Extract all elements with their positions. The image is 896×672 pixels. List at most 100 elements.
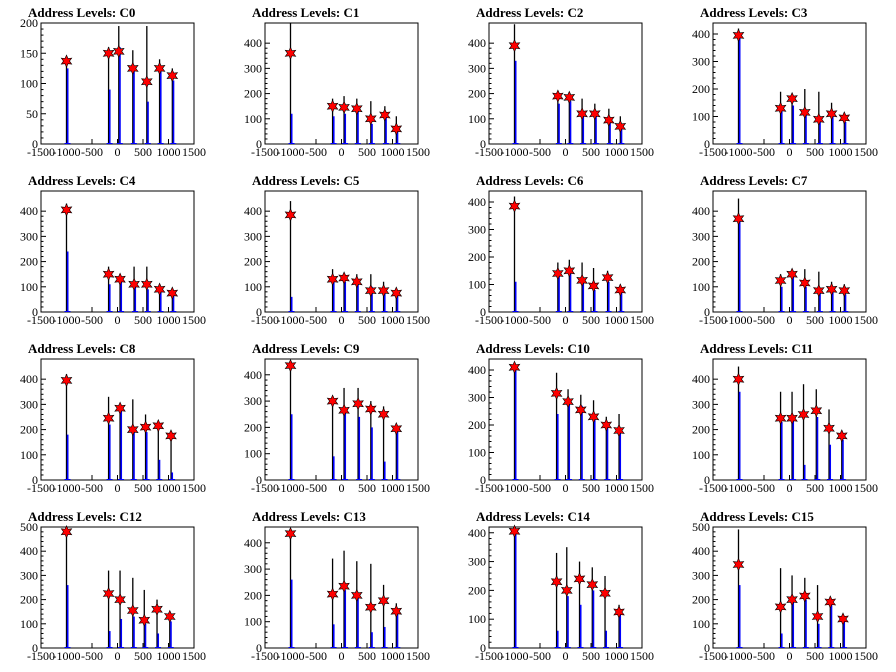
x-tick-label: 500 [358,145,376,159]
x-tick-label: 1000 [157,313,181,327]
histogram-panel-c11: Address Levels: C11 0 100 200 300 400 -1500 -10… [672,336,896,504]
x-tick-label: 1500 [182,649,206,663]
peak-marker-star [390,421,403,436]
peak-marker-star [552,89,564,103]
x-tick-label: -500 [305,145,327,159]
x-tick-label: 500 [582,481,600,495]
peak-marker-star [613,423,625,438]
y-tick-label: 100 [20,280,38,294]
panel-title: Address Levels: C6 [476,173,584,188]
histogram-panel-c5: Address Levels: C5 0 100 200 300 400 -1500 -100… [224,168,448,336]
peak-marker-star [613,605,625,619]
x-tick-label: -500 [81,649,103,663]
x-tick-label: -1500 [699,313,727,327]
x-tick-label: 0 [115,481,121,495]
y-tick-label: 0 [32,473,38,487]
panel-title: Address Levels: C14 [476,509,590,524]
y-tick-label: 400 [20,204,38,218]
x-tick-label: -500 [81,313,103,327]
y-tick-label: 200 [692,82,710,96]
y-tick-label: 100 [468,112,486,126]
x-tick-label: 1000 [829,145,853,159]
x-tick-label: 1000 [605,481,629,495]
y-tick-label: 400 [692,204,710,218]
y-tick-label: 100 [20,77,38,91]
peak-marker-star [166,68,179,83]
peak-marker-star [732,557,745,572]
x-tick-label: 0 [787,649,793,663]
panel-title: Address Levels: C1 [252,5,360,20]
x-tick-label: -1500 [251,145,279,159]
peak-marker-star [364,402,377,416]
peak-marker-star [163,609,176,624]
x-tick-label: 1000 [829,649,853,663]
y-tick-label: 0 [256,137,262,151]
panel-title: Address Levels: C5 [252,173,360,188]
y-tick-label: 400 [244,536,262,550]
x-tick-label: 0 [563,481,569,495]
x-tick-label: 0 [563,649,569,663]
histogram-panel-c14: Address Levels: C14 0 100 200 300 400 -1500 -10… [448,504,672,672]
x-tick-label: -500 [305,649,327,663]
x-tick-label: 1500 [182,145,206,159]
y-tick-label: 100 [244,615,262,629]
peak-marker-star [798,276,811,290]
panel-title: Address Levels: C4 [28,173,136,188]
y-tick-label: 200 [468,418,486,432]
x-tick-label: 1500 [406,481,430,495]
x-tick-label: -1000 [725,145,753,159]
peak-marker-star [798,105,811,120]
x-tick-label: 1000 [381,145,405,159]
y-tick-label: 0 [480,641,486,655]
y-tick-label: 0 [480,473,486,487]
x-tick-label: -500 [81,481,103,495]
peak-marker-star [798,589,811,603]
x-tick-label: 1000 [829,313,853,327]
y-tick-label: 300 [692,229,710,243]
panel-title: Address Levels: C13 [252,509,366,524]
y-tick-label: 100 [20,448,38,462]
x-tick-label: 1500 [854,145,878,159]
panel-plot: 0 100 200 300 400 -1500-1000 -500 0 500 1000 1500 [244,190,430,327]
y-tick-label: 0 [32,137,38,151]
x-tick-label: -500 [753,145,775,159]
x-tick-label: -1000 [53,313,81,327]
x-tick-label: -500 [753,481,775,495]
peak-marker-star [732,28,745,43]
peak-marker-star [550,574,563,589]
y-tick-label: 300 [468,223,486,237]
x-tick-label: 1000 [381,481,405,495]
peak-marker-star [563,264,576,278]
peak-marker-star [732,372,745,386]
x-tick-label: -1000 [53,481,81,495]
peak-marker-star [364,600,377,614]
panel-title: Address Levels: C10 [476,341,590,356]
x-tick-label: -1500 [699,145,727,159]
y-tick-label: 100 [468,446,486,460]
peak-marker-star [614,119,627,134]
peak-marker-star [508,524,521,539]
peak-marker-star [364,112,377,126]
y-tick-label: 100 [244,280,262,294]
x-tick-label: 0 [339,313,345,327]
y-tick-label: 100 [244,447,262,461]
peak-marker-star [114,272,126,286]
histogram-panel-c0: Address Levels: C0 0 50 100 150 200 -1500 -1000… [0,0,224,168]
x-tick-label: -1000 [53,145,81,159]
peak-marker-star [102,586,115,601]
peak-marker-star [153,61,166,76]
panel-plot: 0 100 200 300 400 -1500-1000 -500 0 500 1000 1500 [468,524,654,663]
peak-marker-star [390,286,403,300]
y-tick-label: 400 [244,36,262,50]
peak-marker-star [126,603,139,618]
x-tick-label: -1500 [699,481,727,495]
peak-marker-star [128,277,140,292]
x-tick-label: 500 [582,649,600,663]
peak-marker-star [284,526,297,541]
peak-marker-star [823,421,835,436]
x-tick-label: -500 [753,313,775,327]
x-tick-label: 1500 [182,481,206,495]
y-tick-label: 500 [692,520,710,534]
y-tick-label: 100 [468,612,486,626]
x-tick-label: -500 [529,145,551,159]
